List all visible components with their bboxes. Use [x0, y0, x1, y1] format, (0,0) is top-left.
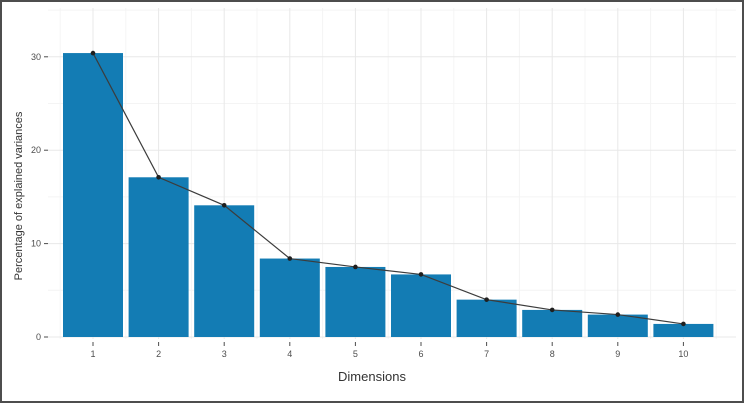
x-tick-label: 3: [222, 349, 227, 359]
x-tick-label: 1: [90, 349, 95, 359]
bar-dim-4: [259, 258, 320, 337]
y-tick-label: 0: [36, 332, 41, 342]
x-tick-label: 5: [353, 349, 358, 359]
bar-dim-9: [587, 314, 648, 337]
data-point-dim-1: [90, 50, 96, 56]
x-tick-label: 9: [615, 349, 620, 359]
x-tick-label: 2: [156, 349, 161, 359]
data-point-dim-6: [418, 272, 424, 277]
data-point-dim-5: [353, 264, 358, 270]
data-point-dim-7: [484, 297, 489, 302]
y-tick-label: 20: [31, 145, 41, 155]
bar-dim-3: [194, 205, 255, 337]
x-tick-label: 10: [678, 349, 688, 359]
data-point-dim-2: [156, 174, 161, 180]
bar-dim-8: [522, 309, 583, 337]
data-point-dim-8: [549, 307, 555, 313]
data-point-dim-9: [615, 312, 621, 317]
bar-dim-2: [128, 177, 189, 337]
bar-dim-1: [63, 53, 123, 338]
x-tick-label: 7: [484, 349, 489, 359]
bar-dim-6: [391, 274, 451, 337]
data-point-dim-3: [221, 203, 227, 208]
bar-dim-5: [325, 266, 386, 337]
scree-line: [92, 52, 684, 325]
bar-dim-10: [653, 323, 714, 337]
data-point-dim-10: [681, 321, 686, 327]
x-axis-title: Dimensions: [338, 369, 406, 384]
x-tick-label: 4: [287, 349, 292, 359]
y-tick-label: 30: [31, 52, 41, 62]
x-tick-label: 8: [550, 349, 555, 359]
data-point-dim-4: [287, 256, 293, 261]
bar-dim-7: [456, 299, 517, 337]
x-tick-label: 6: [418, 349, 423, 359]
y-tick-label: 10: [31, 239, 41, 249]
